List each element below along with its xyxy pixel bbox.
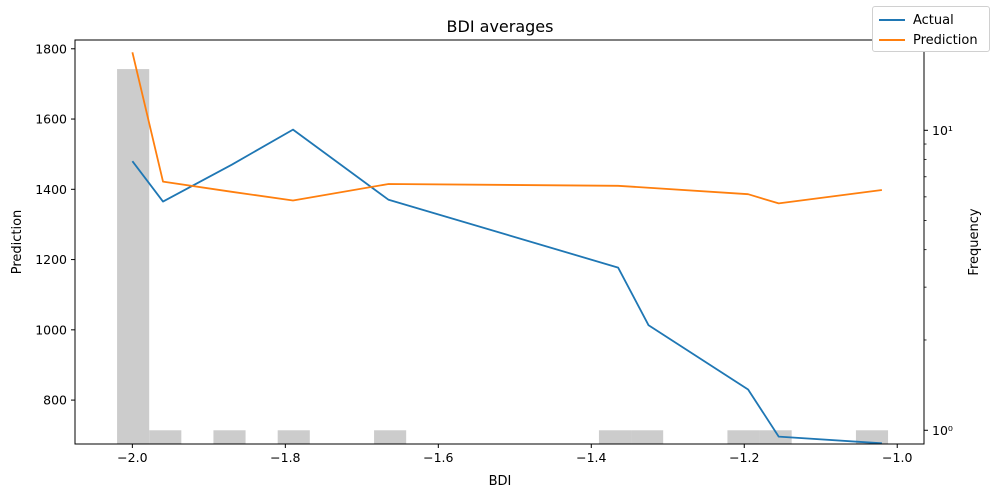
chart-title: BDI averages xyxy=(447,17,554,36)
legend-swatch-actual xyxy=(879,19,905,21)
y-tick-label: 800 xyxy=(43,393,67,408)
y-tick-label: 1200 xyxy=(35,252,67,267)
frequency-histogram xyxy=(117,69,889,444)
histogram-bar xyxy=(213,430,246,444)
legend-item-actual: Actual xyxy=(879,11,954,29)
x-tick-label: −1.4 xyxy=(576,450,606,465)
legend: Actual Prediction xyxy=(872,6,990,52)
histogram-bar xyxy=(631,430,664,444)
y-tick-label: 1800 xyxy=(35,41,67,56)
histogram-bar xyxy=(117,69,150,444)
histogram-bar xyxy=(374,430,407,444)
secondary-y-axis-label: Frequency xyxy=(967,208,982,275)
line-series-layer xyxy=(131,52,883,445)
y-tick-label: 1600 xyxy=(35,112,67,127)
legend-label-prediction: Prediction xyxy=(913,32,978,48)
x-tick-label: −1.8 xyxy=(270,450,300,465)
axes-layer: −2.0 −1.8 −1.6 −1.4 −1.2 −1.0 800 1000 1200 1400 1… xyxy=(35,41,953,465)
histogram-bar xyxy=(855,430,889,444)
histogram-bar xyxy=(759,430,792,444)
series-line-actual xyxy=(131,128,882,445)
y-tick-label: 1400 xyxy=(35,182,67,197)
histogram-bar xyxy=(727,430,760,444)
y2-tick-label: 10¹ xyxy=(932,123,953,138)
x-tick-label: −2.0 xyxy=(117,450,147,465)
x-tick-label: −1.2 xyxy=(729,450,759,465)
y-axis-label: Prediction xyxy=(10,210,25,275)
series-line-prediction xyxy=(131,52,883,205)
plot-area-frame xyxy=(74,39,925,445)
legend-label-actual: Actual xyxy=(913,12,954,28)
x-tick-label: −1.0 xyxy=(882,450,912,465)
y-tick-label: 1000 xyxy=(35,322,67,337)
legend-swatch-prediction xyxy=(879,39,905,41)
histogram-bar xyxy=(149,430,182,444)
histogram-bar xyxy=(277,430,310,444)
legend-item-prediction: Prediction xyxy=(879,31,978,49)
x-tick-label: −1.6 xyxy=(423,450,453,465)
y2-tick-label: 10⁰ xyxy=(932,423,953,438)
histogram-bar xyxy=(598,430,632,444)
x-axis-label: BDI xyxy=(489,474,512,489)
